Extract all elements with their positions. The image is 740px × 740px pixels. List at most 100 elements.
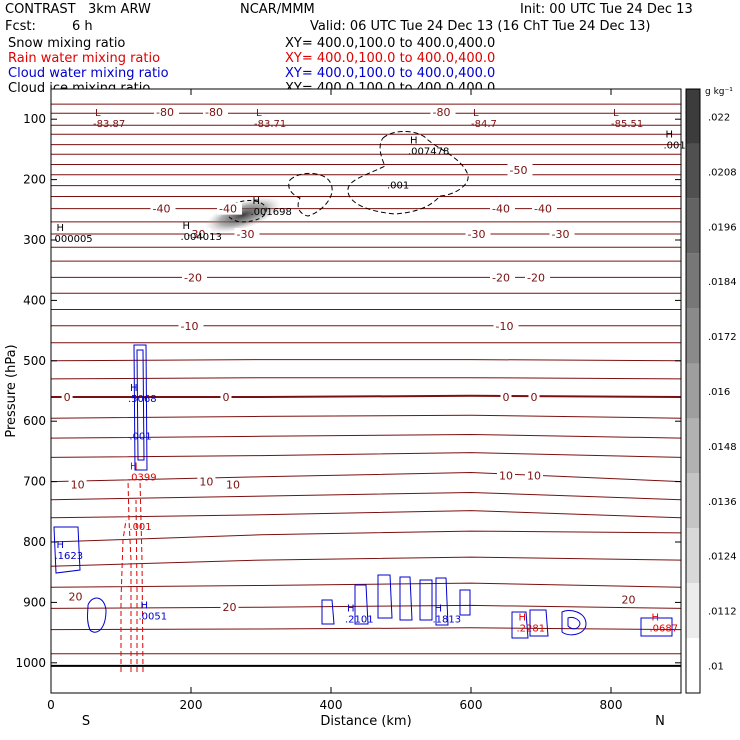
y-tick-label: 800 <box>23 535 46 549</box>
extremum-marker: H <box>183 221 191 232</box>
colorbar-frame <box>685 88 701 694</box>
colorbar-label: .0124 <box>708 552 737 563</box>
colorbar-swatch <box>686 418 700 474</box>
cloud-water-left <box>53 526 81 574</box>
ice-contour-large <box>347 131 469 215</box>
temperature-contour <box>51 556 681 567</box>
extremum-value: .001698 <box>251 207 292 218</box>
y-tick-label: 600 <box>23 414 46 428</box>
colorbar: .022 .0208 .0196 .0184 .0172 .016 .0148 .0136 .0… <box>685 87 737 694</box>
contour-label: 10 <box>71 479 85 492</box>
contour-label: -50 <box>510 164 528 177</box>
contour-label-bg <box>525 271 550 284</box>
colorbar-swatch <box>686 583 700 639</box>
contour-label: -40 <box>219 203 237 216</box>
contour-label: -30 <box>237 228 255 241</box>
contour-label-bg <box>465 227 491 240</box>
extremum-marker: L <box>613 108 619 119</box>
contour-label-bg <box>68 478 87 491</box>
colorbar-label: .0148 <box>708 442 737 453</box>
extremum-value: -83.87 <box>93 119 125 130</box>
extremum-value: .2281 <box>517 624 546 635</box>
colorbar-swatch <box>686 528 700 584</box>
extremum-marker: H <box>519 613 527 624</box>
y-tick-label: 100 <box>23 112 46 126</box>
y-tick-label: 400 <box>23 293 46 307</box>
contour-label: -30 <box>468 228 486 241</box>
extremum-marker: H <box>435 603 443 614</box>
extremum-marker: H <box>253 196 261 207</box>
contour-labels: -80 -80 -80-50-40 -40 -40 -40-30 -30 -30 -30-20-… <box>61 105 638 614</box>
x-tick-label: 200 <box>180 698 203 712</box>
extremum-value: -83.71 <box>254 119 286 130</box>
contour-label-bg <box>61 391 73 404</box>
colorbar-label: .01 <box>708 662 724 673</box>
temperature-contour <box>51 582 681 588</box>
ice-contour-middle <box>288 173 333 217</box>
contour-label: -20 <box>492 271 510 284</box>
contour-label-bg <box>185 227 211 240</box>
contour-label: -40 <box>153 203 171 216</box>
contour-label: -80 <box>205 106 223 119</box>
contour-label: -40 <box>492 203 510 216</box>
colorbar-swatch <box>686 473 700 529</box>
rain-contour-1 <box>120 519 127 672</box>
x-tick-label: 600 <box>460 698 483 712</box>
rain-contour-2 <box>127 479 132 672</box>
contour-label: -20 <box>184 271 202 284</box>
extremum-value: .0051 <box>139 611 168 622</box>
cloud-water-low-2 <box>321 574 471 626</box>
contour-label-bg <box>220 601 239 614</box>
temperature-contour <box>51 414 681 419</box>
extremum-marker: L <box>256 108 262 119</box>
plot-frame <box>50 88 682 694</box>
extremum-value: 000005 <box>55 234 93 245</box>
contour-label-bg <box>220 391 232 404</box>
contour-label-bg <box>507 163 533 176</box>
valid-time: Valid: 06 UTC Tue 24 Dec 13 (16 ChT Tue … <box>310 19 651 34</box>
snow-shading <box>204 196 282 234</box>
extremum-value: -84.7 <box>471 119 497 130</box>
contour-label: -20 <box>527 271 545 284</box>
colorbar-label: .0196 <box>708 222 737 233</box>
forecast-label: Fcst: <box>5 19 36 34</box>
extremum-value: .004013 <box>181 232 222 243</box>
ice-contour-small <box>226 200 267 223</box>
init-time: Init: 00 UTC Tue 24 Dec 13 <box>520 2 693 17</box>
contour-label: 20 <box>223 601 237 614</box>
contour-label: -40 <box>534 203 552 216</box>
contour-label: 0 <box>503 391 510 404</box>
cloud-water-column-inner <box>136 349 145 461</box>
field-name-snow: Snow mixing ratio <box>8 36 126 51</box>
extremum-value: .5068 <box>128 394 157 405</box>
model-title: CONTRAST 3km ARW <box>5 2 151 17</box>
contour-label-bg <box>66 590 85 603</box>
contour-label-bg <box>500 391 512 404</box>
contour-label-bg <box>528 391 540 404</box>
contour-label-bg <box>549 227 575 240</box>
temperature-contour <box>51 604 681 609</box>
contour-label: -80 <box>156 106 174 119</box>
extremum-value: .1623 <box>55 551 84 562</box>
contour-label: -30 <box>552 228 570 241</box>
contour-label-bg <box>497 469 515 482</box>
y-tick-label: 1000 <box>15 656 46 670</box>
y-tick-label: 500 <box>23 354 46 368</box>
colorbar-swatch <box>686 363 700 419</box>
x-tick-label: 400 <box>320 698 343 712</box>
contour-label-bg <box>619 593 638 606</box>
ice-labels: .001 .001 .001 <box>129 181 409 533</box>
extremum-marker: L <box>95 108 101 119</box>
contour-label: 10 <box>226 479 240 492</box>
contour-label: 0 <box>531 391 538 404</box>
colorbar-unit: g kg⁻¹ <box>705 87 733 97</box>
colorbar-label: .0112 <box>708 607 737 618</box>
temperature-contour <box>51 530 681 543</box>
x-end-label-left: S <box>82 714 90 729</box>
contour-label-bg <box>178 319 204 332</box>
cloud-water-low-1 <box>87 597 107 633</box>
contour-label-bg <box>430 105 456 118</box>
extremum-value: .1813 <box>433 614 462 625</box>
extremum-marker: L <box>473 108 479 119</box>
